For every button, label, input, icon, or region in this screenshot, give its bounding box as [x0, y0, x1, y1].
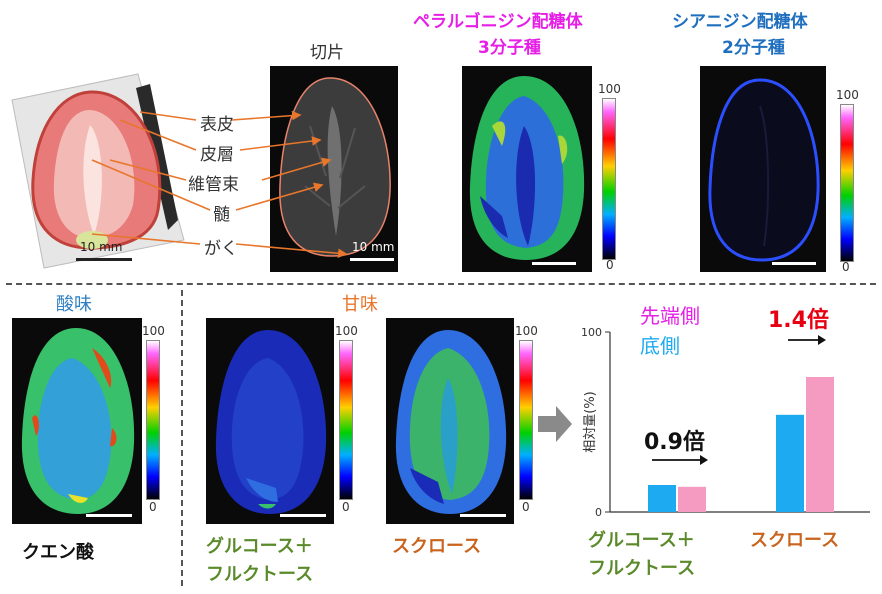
citric-acid-label: クエン酸	[22, 542, 94, 563]
horizontal-divider	[6, 283, 876, 285]
glucose-fructose-colorbar	[339, 340, 353, 500]
sucrose-colorbar	[519, 340, 533, 500]
sucrose-map	[386, 318, 514, 524]
cyanidin-title-line2: 2分子種	[722, 38, 785, 58]
slice-heading: 切片	[310, 43, 344, 63]
citric-acid-colorbar-max: 100	[142, 324, 165, 338]
tissue-label-vascular: 維管束	[188, 175, 239, 195]
pelargonidin-colorbar-max: 100	[598, 82, 621, 96]
chart-ytick-label-max: 100	[581, 326, 602, 339]
sweet-heading: 甘味	[342, 294, 378, 315]
glucose-fructose-map	[206, 318, 334, 524]
glucose-fructose-label-line1: グルコース＋	[206, 536, 313, 557]
sucrose-map-label: スクロース	[392, 536, 482, 557]
photo-scalebar-line	[76, 258, 132, 261]
glucose-fructose-label-line2: フルクトース	[206, 564, 314, 585]
acid-heading: 酸味	[56, 294, 92, 315]
citric-acid-colorbar	[146, 340, 160, 500]
bar-glucose-fructose-tip	[678, 486, 706, 512]
ratio-arrow-sucrose-icon	[788, 335, 826, 345]
photo-scalebar-label: 10 mm	[80, 240, 123, 254]
slice-image	[270, 66, 398, 272]
legend-tip-side: 先端側	[640, 304, 700, 328]
pelargonidin-colorbar	[602, 98, 616, 260]
ratio-annotation-sucrose: 1.4倍	[768, 308, 829, 333]
slice-scalebar-line	[350, 258, 394, 261]
glucose-fructose-scalebar	[280, 514, 326, 517]
sucrose-colorbar-max: 100	[515, 324, 538, 338]
citric-acid-map	[12, 318, 142, 524]
bar-glucose-fructose-base	[648, 485, 676, 512]
slice-scalebar-label: 10 mm	[352, 240, 395, 254]
pelargonidin-map	[462, 66, 592, 272]
ratio-arrow-glucose-icon	[652, 455, 708, 465]
pelargonidin-title-line1: ペラルゴニジン配糖体	[413, 12, 583, 32]
cyanidin-scalebar	[772, 262, 816, 265]
pelargonidin-title-line2: 3分子種	[478, 38, 541, 58]
chart-ytick-label-min: 0	[595, 506, 602, 516]
chart-category-glucose-line1: グルコース＋	[588, 530, 695, 551]
citric-acid-scalebar	[86, 514, 132, 517]
ratio-annotation-glucose: 0.9倍	[644, 430, 705, 455]
right-arrow-icon	[538, 406, 572, 442]
pelargonidin-colorbar-min: 0	[606, 258, 614, 272]
tissue-label-epidermis: 表皮	[200, 115, 234, 135]
chart-category-glucose-line2: フルクトース	[588, 558, 696, 579]
legend-base-side: 底側	[640, 334, 680, 358]
citric-acid-colorbar-min: 0	[149, 500, 157, 514]
chart-y-axis-label: 相対量(%)	[583, 391, 598, 453]
tissue-label-pith: 髄	[213, 205, 230, 225]
tissue-label-cortex: 皮層	[200, 145, 234, 165]
sucrose-colorbar-min: 0	[522, 500, 530, 514]
cyanidin-map	[700, 66, 826, 272]
cyanidin-colorbar	[840, 104, 854, 262]
relative-amount-bar-chart: 100 0 相対量(%)	[581, 326, 870, 516]
glucose-fructose-colorbar-max: 100	[335, 324, 358, 338]
pelargonidin-scalebar	[532, 262, 576, 265]
chart-category-sucrose: スクロース	[750, 530, 840, 551]
strawberry-photo	[11, 73, 185, 269]
vertical-divider	[181, 290, 183, 586]
tissue-label-calyx: がく	[204, 239, 238, 259]
sucrose-scalebar	[460, 514, 506, 517]
bar-sucrose-base	[776, 414, 804, 512]
bar-sucrose-tip	[806, 377, 834, 512]
glucose-fructose-colorbar-min: 0	[342, 500, 350, 514]
cyanidin-colorbar-max: 100	[836, 88, 859, 102]
cyanidin-title-line1: シアニジン配糖体	[672, 12, 808, 32]
cyanidin-colorbar-min: 0	[842, 260, 850, 274]
